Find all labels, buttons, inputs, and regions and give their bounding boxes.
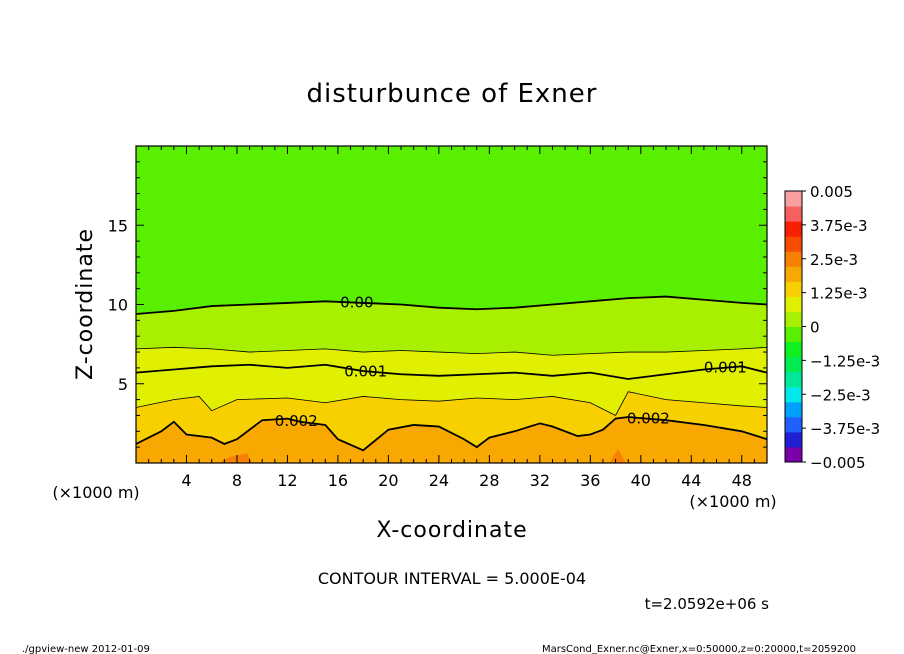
colorbar-swatch: [785, 371, 802, 388]
x-tick-label: 28: [479, 471, 499, 490]
colorbar-label: −3.75e-3: [810, 420, 880, 438]
contour-lines: [136, 295, 767, 452]
x-tick-label: 48: [732, 471, 752, 490]
colorbar-label: 1.25e-3: [810, 285, 868, 303]
footer-left: ./gpview-new 2012-01-09: [22, 644, 150, 654]
contour-label: 0.00: [340, 294, 373, 312]
colorbar-label: −0.005: [810, 454, 866, 472]
contour-line: [136, 295, 767, 315]
footer-right: MarsCond_Exner.nc@Exner,x=0:50000,z=0:20…: [542, 644, 856, 654]
contour-label: 0.001: [344, 362, 387, 380]
x-tick-label: 36: [580, 471, 600, 490]
colorbar-label: −2.5e-3: [810, 386, 871, 404]
colorbar-swatch: [785, 431, 802, 448]
contour-line: [136, 391, 767, 416]
contour-line: [136, 416, 767, 452]
chart-title: disturbunce of Exner: [307, 79, 598, 109]
colorbar-swatch: [785, 221, 802, 237]
y-axis-label: Z-coordinate: [73, 228, 98, 380]
contour-label: 0.001: [704, 359, 747, 377]
x-tick-label: 16: [328, 471, 348, 490]
colorbar-label: 2.5e-3: [810, 251, 858, 269]
colorbar-label: 0: [810, 319, 820, 337]
field-fill-pocket: [609, 448, 626, 463]
x-axis: 4 8 12 16 20 24 28 32 36 40 44 48: [135, 146, 768, 490]
colorbar-label: 0.005: [810, 183, 853, 201]
x-tick-label: 40: [631, 471, 651, 490]
field-fill-band: [136, 417, 767, 463]
y-axis: 5 10 15: [108, 145, 767, 464]
x-tick-label: 24: [429, 471, 449, 490]
colorbar-swatch: [785, 251, 802, 267]
x-tick-label: 8: [232, 471, 242, 490]
colorbar-swatch: [785, 416, 802, 433]
contour-interval-text: CONTOUR INTERVAL = 5.000E-04: [318, 569, 586, 588]
colorbar-swatch: [785, 401, 802, 418]
colorbar-swatch: [785, 326, 802, 343]
x-tick-label: 12: [277, 471, 297, 490]
colorbar: 0.005 3.75e-3 2.5e-3 1.25e-3 0 −1.25e-3 −2.5e-…: [784, 183, 880, 472]
y-tick-label: 5: [118, 375, 128, 394]
colorbar-label: −1.25e-3: [810, 352, 880, 370]
x-axis-label: X-coordinate: [376, 518, 527, 543]
colorbar-swatch: [785, 281, 802, 297]
colorbar-swatch: [785, 266, 802, 282]
field-fill-pocket: [218, 453, 253, 463]
colorbar-swatch: [785, 236, 802, 252]
colorbar-swatch: [785, 446, 802, 463]
time-text: t=2.0592e+06 s: [645, 595, 770, 613]
x-unit-right: (×1000 m): [689, 492, 776, 511]
y-tick-label: 15: [108, 216, 128, 235]
colorbar-swatch: [785, 191, 802, 207]
colorbar-swatch: [785, 311, 802, 327]
colorbar-label: 3.75e-3: [810, 217, 868, 235]
x-tick-label: 44: [681, 471, 701, 490]
colorbar-swatch: [785, 356, 802, 373]
x-tick-label: 20: [378, 471, 398, 490]
contour-line: [136, 346, 767, 356]
colorbar-swatch: [785, 386, 802, 403]
contour-label: 0.002: [275, 412, 318, 430]
x-tick-label: 4: [181, 471, 191, 490]
y-tick-label: 10: [108, 296, 128, 315]
colorbar-swatch: [785, 206, 802, 222]
colorbar-swatch: [785, 341, 802, 358]
colorbar-swatch: [785, 296, 802, 312]
x-unit-left: (×1000 m): [52, 483, 139, 502]
x-tick-label: 32: [530, 471, 550, 490]
contour-label: 0.002: [627, 410, 670, 428]
contour-labels: 0.00 0.001 0.001 0.002 0.002: [275, 294, 747, 430]
contour-line: [136, 363, 767, 380]
